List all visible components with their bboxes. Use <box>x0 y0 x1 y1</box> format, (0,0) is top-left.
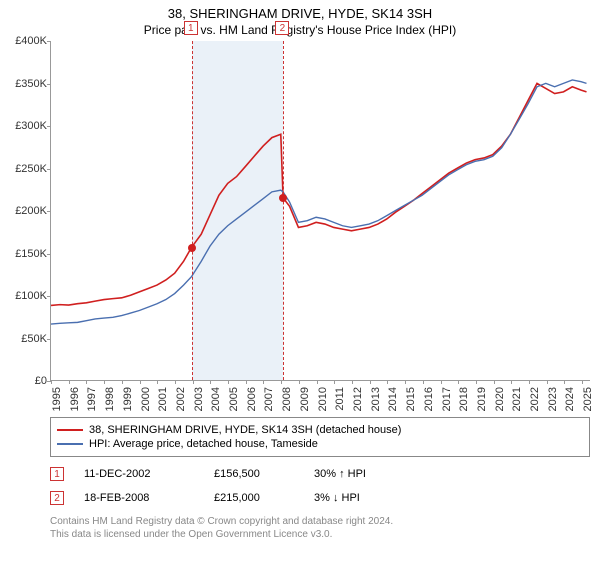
legend-item: HPI: Average price, detached house, Tame… <box>57 438 583 450</box>
y-tick-label: £200K <box>1 205 47 217</box>
event-date: 18-FEB-2008 <box>84 492 194 504</box>
legend-swatch <box>57 443 83 445</box>
legend-label: 38, SHERINGHAM DRIVE, HYDE, SK14 3SH (de… <box>89 424 401 436</box>
event-line <box>192 41 193 380</box>
event-date: 11-DEC-2002 <box>84 468 194 480</box>
footer-line: Contains HM Land Registry data © Crown c… <box>50 515 590 528</box>
y-tick-label: £100K <box>1 290 47 302</box>
footer-attribution: Contains HM Land Registry data © Crown c… <box>50 515 590 541</box>
event-marker-box: 2 <box>275 21 289 35</box>
y-tick-label: £350K <box>1 78 47 90</box>
series-hpi <box>51 80 587 324</box>
chart-container: 38, SHERINGHAM DRIVE, HYDE, SK14 3SH Pri… <box>0 6 600 566</box>
chart-area: £0£50K£100K£150K£200K£250K£300K£350K£400… <box>50 41 590 411</box>
event-hpi-delta: 30% ↑ HPI <box>314 468 590 480</box>
footer-line: This data is licensed under the Open Gov… <box>50 528 590 541</box>
y-tick-label: £0 <box>1 375 47 387</box>
series-property <box>51 83 587 305</box>
event-line <box>283 41 284 380</box>
event-price: £156,500 <box>214 468 294 480</box>
legend-item: 38, SHERINGHAM DRIVE, HYDE, SK14 3SH (de… <box>57 424 583 436</box>
legend-swatch <box>57 429 83 431</box>
events-table: 1 11-DEC-2002 £156,500 30% ↑ HPI 2 18-FEB-200… <box>50 467 590 505</box>
event-dot <box>188 244 196 252</box>
y-tick-label: £250K <box>1 163 47 175</box>
y-tick-label: £400K <box>1 35 47 47</box>
event-number-box: 2 <box>50 491 64 505</box>
y-tick-label: £150K <box>1 248 47 260</box>
event-number-box: 1 <box>50 467 64 481</box>
y-tick-label: £50K <box>1 333 47 345</box>
y-tick-label: £300K <box>1 120 47 132</box>
chart-title: 38, SHERINGHAM DRIVE, HYDE, SK14 3SH <box>0 6 600 21</box>
chart-subtitle: Price paid vs. HM Land Registry's House … <box>0 23 600 37</box>
legend: 38, SHERINGHAM DRIVE, HYDE, SK14 3SH (de… <box>50 417 590 457</box>
chart-lines <box>51 41 590 380</box>
legend-label: HPI: Average price, detached house, Tame… <box>89 438 318 450</box>
event-price: £215,000 <box>214 492 294 504</box>
event-row: 2 18-FEB-2008 £215,000 3% ↓ HPI <box>50 491 590 505</box>
event-row: 1 11-DEC-2002 £156,500 30% ↑ HPI <box>50 467 590 481</box>
event-hpi-delta: 3% ↓ HPI <box>314 492 590 504</box>
event-dot <box>279 194 287 202</box>
event-marker-box: 1 <box>184 21 198 35</box>
plot-area: £0£50K£100K£150K£200K£250K£300K£350K£400… <box>50 41 590 381</box>
